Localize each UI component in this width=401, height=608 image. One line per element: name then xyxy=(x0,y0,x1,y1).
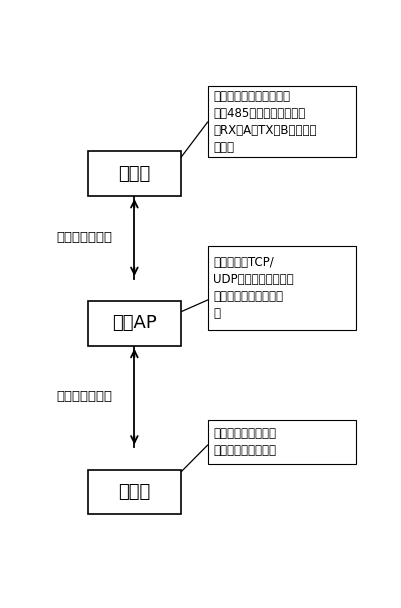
Text: 温控器: 温控器 xyxy=(118,165,150,182)
Bar xyxy=(207,86,355,157)
Text: 无线AP: 无线AP xyxy=(112,314,156,333)
Bar xyxy=(87,301,181,346)
Text: 服务器: 服务器 xyxy=(118,483,150,501)
Bar xyxy=(207,246,355,330)
Bar xyxy=(207,420,355,464)
Text: 有线互联网连接: 有线互联网连接 xyxy=(56,390,112,404)
Text: 设置温控器温度的采
集、控制、开关系统: 设置温控器温度的采 集、控制、开关系统 xyxy=(213,427,275,457)
Text: 电源模块、TCP/
UDP网络模块、无线收
发模块、和吸盘天线组
成: 电源模块、TCP/ UDP网络模块、无线收 发模块、和吸盘天线组 成 xyxy=(213,256,293,320)
Bar xyxy=(87,470,181,514)
Bar xyxy=(87,151,181,196)
Text: 使用热风枪拆卸原有温控
器的485通信芯片。并将板
的RX和A、TX和B分别焊接
起来。: 使用热风枪拆卸原有温控 器的485通信芯片。并将板 的RX和A、TX和B分别焊接… xyxy=(213,89,316,154)
Text: 无线互联网连接: 无线互联网连接 xyxy=(56,231,112,244)
